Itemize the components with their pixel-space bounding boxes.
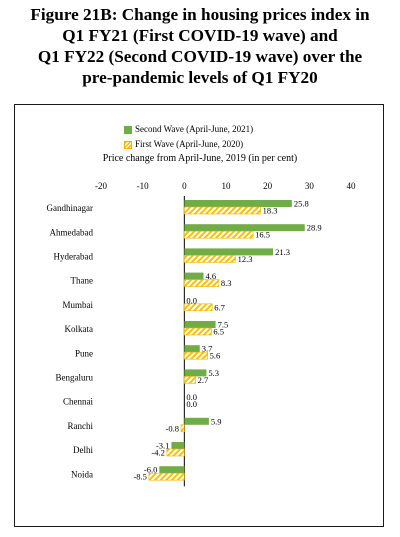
bar-first-wave — [184, 230, 254, 239]
data-label-first-wave: 6.5 — [213, 327, 224, 337]
x-tick-label: -20 — [95, 181, 107, 191]
data-label-first-wave: 6.7 — [214, 302, 225, 312]
legend-item-second-wave: Second Wave (April-June, 2021) — [124, 122, 253, 137]
bar-second-wave — [159, 466, 185, 474]
category-label: Ranchi — [68, 421, 94, 431]
data-label-second-wave: 0.0 — [186, 392, 197, 402]
x-tick-label: 40 — [347, 181, 357, 191]
bar-second-wave — [171, 442, 185, 449]
data-label-second-wave: -3.1 — [156, 441, 169, 451]
bar-second-wave — [184, 224, 305, 232]
data-label-first-wave: 8.3 — [221, 278, 232, 288]
data-label-first-wave: 0.0 — [186, 399, 197, 409]
data-label-second-wave: 3.7 — [202, 344, 213, 354]
legend-swatch-first-wave — [124, 140, 132, 149]
data-label-second-wave: -6.0 — [144, 465, 157, 475]
category-label: Bengaluru — [56, 373, 94, 383]
category-label: Chennai — [63, 397, 93, 407]
category-label: Kolkata — [65, 324, 94, 334]
bar-first-wave — [148, 472, 185, 481]
data-label-second-wave: 5.9 — [211, 416, 222, 426]
data-label-first-wave: 5.6 — [210, 351, 221, 361]
title-line-3: Q1 FY22 (Second COVID-19 wave) over the — [37, 47, 363, 66]
legend-swatch-second-wave — [124, 125, 132, 134]
legend: Second Wave (April-June, 2021) First Wav… — [124, 122, 253, 152]
title-line-1: Figure 21B: Change in housing prices ind… — [30, 5, 370, 24]
bar-second-wave — [184, 417, 209, 425]
category-label: Noida — [71, 469, 93, 479]
data-label-second-wave: 21.3 — [275, 247, 290, 257]
x-tick-label: 10 — [222, 181, 232, 191]
bar-second-wave — [184, 248, 274, 256]
x-tick-label: -10 — [137, 181, 149, 191]
legend-item-first-wave: First Wave (April-June, 2020) — [124, 137, 253, 152]
bar-first-wave — [180, 424, 185, 433]
bar-first-wave — [184, 279, 220, 287]
category-label: Ahmedabad — [50, 227, 94, 237]
data-label-first-wave: -0.8 — [166, 423, 179, 433]
category-label: Gandhinagar — [47, 203, 93, 213]
legend-label-first-wave: First Wave (April-June, 2020) — [135, 139, 244, 149]
data-label-first-wave: -4.2 — [151, 448, 164, 458]
data-label-second-wave: 5.3 — [208, 368, 219, 378]
bar-first-wave — [184, 255, 236, 263]
data-label-second-wave: 0.0 — [186, 295, 197, 305]
data-label-first-wave: -8.5 — [133, 472, 146, 482]
category-label: Hyderabad — [54, 252, 94, 262]
bar-first-wave — [184, 327, 212, 336]
bar-first-wave — [184, 351, 208, 360]
bar-second-wave — [184, 321, 216, 328]
bar-first-wave — [184, 206, 261, 215]
chart-frame — [14, 104, 384, 527]
data-label-first-wave: 12.3 — [238, 254, 253, 264]
bar-first-wave — [184, 376, 196, 384]
data-label-second-wave: 4.6 — [206, 271, 217, 281]
data-label-second-wave: 7.5 — [218, 320, 229, 330]
x-axis-title: Price change from April-June, 2019 (in p… — [102, 153, 298, 164]
bar-second-wave — [184, 369, 207, 377]
title-line-4: pre-pandemic levels of Q1 FY20 — [82, 68, 318, 87]
data-label-second-wave: 28.9 — [307, 223, 322, 233]
bar-second-wave — [184, 200, 292, 207]
category-label: Pune — [75, 348, 93, 358]
category-label: Delhi — [73, 445, 93, 455]
data-label-first-wave: 16.5 — [255, 230, 270, 240]
title-line-2: Q1 FY21 (First COVID-19 wave) and — [62, 26, 338, 45]
x-tick-label: 30 — [305, 181, 315, 191]
legend-label-second-wave: Second Wave (April-June, 2021) — [135, 124, 254, 134]
bar-second-wave — [184, 272, 204, 280]
category-label: Thane — [71, 276, 94, 286]
data-label-second-wave: 25.8 — [294, 199, 309, 209]
data-label-first-wave: 2.7 — [198, 375, 209, 385]
x-tick-label: 0 — [182, 181, 187, 191]
bar-first-wave — [166, 448, 185, 457]
figure-title: Figure 21B: Change in housing prices ind… — [0, 4, 400, 88]
data-label-first-wave: 18.3 — [263, 206, 278, 216]
bar-first-wave — [184, 303, 213, 312]
x-tick-label: 20 — [263, 181, 273, 191]
category-label: Mumbai — [63, 300, 94, 310]
bar-second-wave — [184, 345, 200, 353]
